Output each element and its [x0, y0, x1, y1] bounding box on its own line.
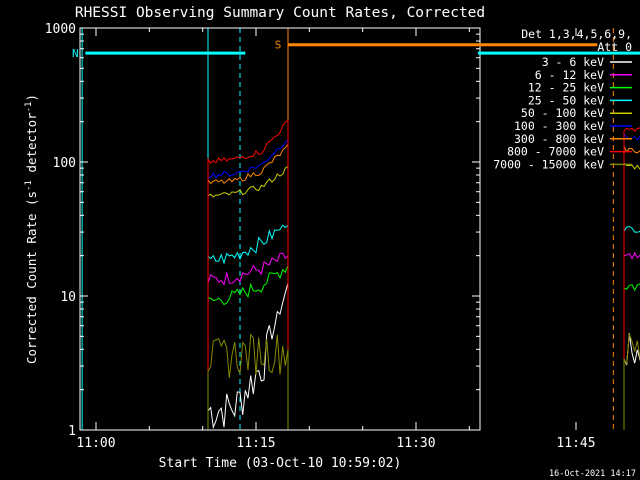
series-line: [207, 333, 289, 430]
x-tick-label: 11:15: [236, 436, 275, 451]
legend-label: 6 - 12 keV: [535, 68, 604, 82]
series-line: [207, 265, 289, 430]
series-line: [207, 165, 289, 430]
legend-header-detectors: Det 1,3,4,5,6,9,: [521, 27, 632, 41]
legend-label: 50 - 100 keV: [521, 106, 604, 120]
y-tick-label: 1: [68, 424, 76, 439]
series-line: [623, 333, 640, 430]
x-tick-label: 11:00: [76, 436, 115, 451]
series-line: [623, 162, 640, 430]
series-line: [207, 282, 289, 430]
series-line: [207, 119, 289, 430]
series-line: [207, 138, 289, 430]
series-line: [623, 283, 640, 430]
series-line: [623, 132, 640, 430]
legend-label: 7000 - 15000 keV: [493, 157, 604, 171]
series-line: [207, 224, 289, 430]
series-line: [623, 146, 640, 430]
plot-area: [81, 28, 640, 430]
legend-label: 800 - 7000 keV: [507, 145, 604, 159]
flag-label: S: [275, 39, 282, 52]
y-axis: 1 10 100 1000: [45, 22, 480, 439]
legend-header-attenuator: Att 0: [597, 40, 632, 54]
series-line: [623, 127, 640, 430]
timestamp: 16-Oct-2021 14:17: [549, 469, 636, 479]
chart-title: RHESSI Observing Summary Count Rates, Co…: [75, 5, 485, 21]
legend-label: 25 - 50 keV: [528, 93, 604, 107]
x-tick-label: 11:30: [396, 436, 435, 451]
legend-label: 3 - 6 keV: [542, 55, 604, 69]
flag-label: N: [72, 47, 79, 60]
x-axis-label: Start Time (03-Oct-10 10:59:02): [159, 456, 402, 471]
y-tick-label: 1000: [45, 22, 76, 37]
y-tick-label: 10: [60, 290, 76, 305]
y-tick-label: 100: [53, 156, 76, 171]
x-tick-label: 11:45: [556, 436, 595, 451]
y-axis-label: Corrected Count Rate (s-1 detector-1): [24, 94, 39, 364]
series-line: [623, 251, 640, 430]
series-line: [207, 252, 289, 430]
flag-bars: SNF: [72, 39, 640, 60]
legend-label: 100 - 300 keV: [514, 119, 604, 133]
series-line: [207, 142, 289, 430]
legend-label: 300 - 800 keV: [514, 132, 604, 146]
legend-label: 12 - 25 keV: [528, 81, 604, 95]
plot-frame: [79, 27, 481, 431]
series-line: [623, 333, 640, 430]
